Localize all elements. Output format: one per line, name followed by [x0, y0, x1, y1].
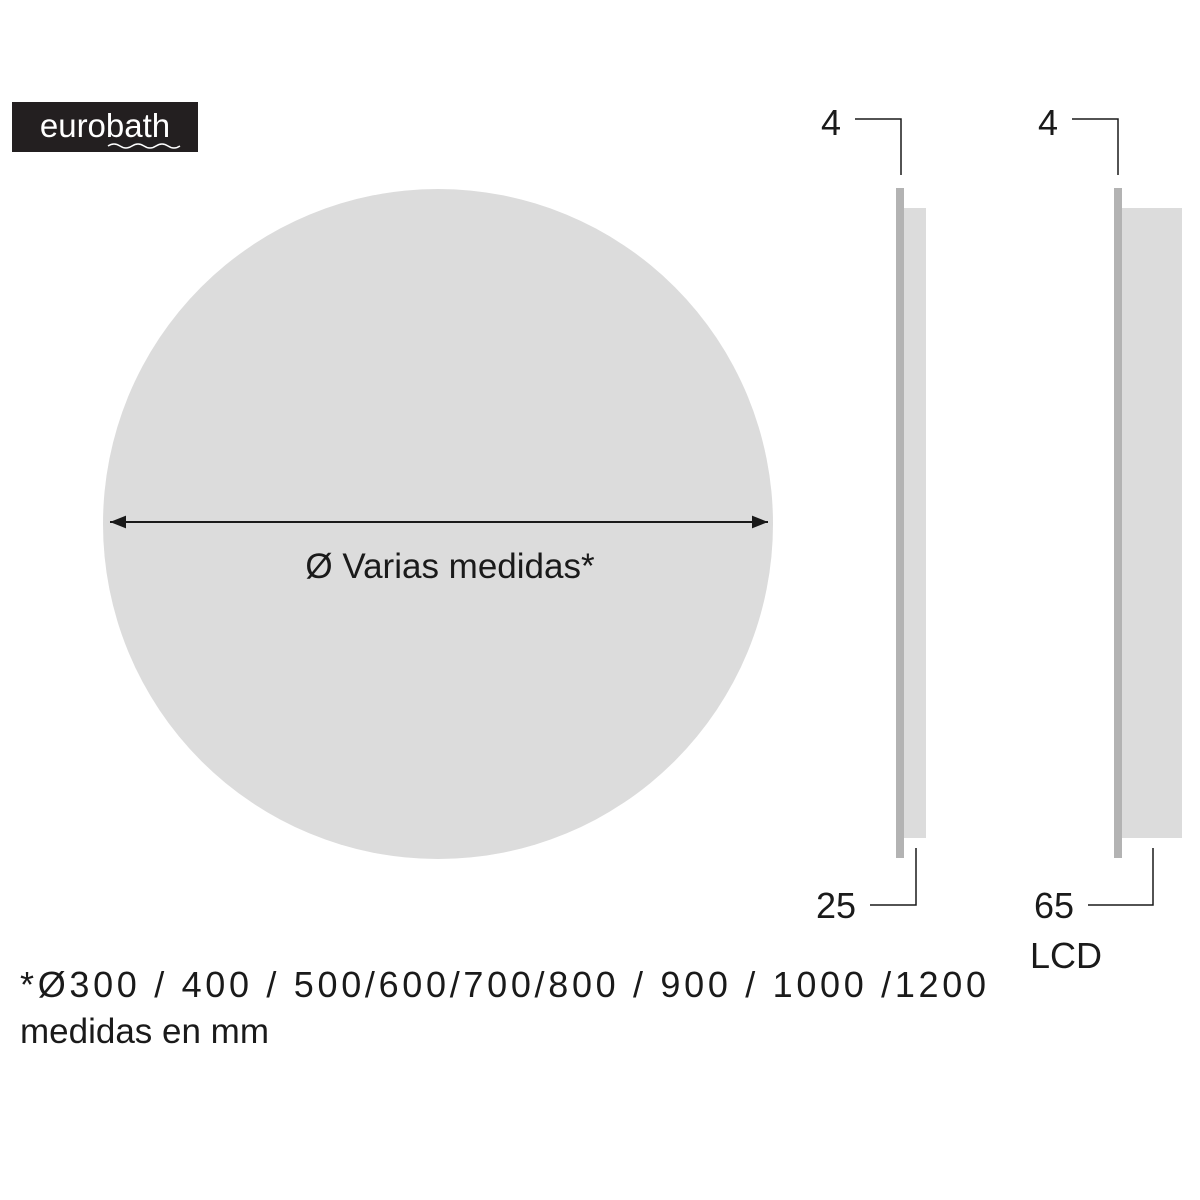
logo-text: eurobath: [40, 107, 170, 144]
glass-thickness-label-lcd: 4: [1038, 102, 1058, 143]
eurobath-logo: eurobath: [12, 102, 198, 152]
units-footnote: medidas en mm: [20, 1012, 269, 1051]
sizes-footnote: *Ø300 / 400 / 500/600/700/800 / 900 / 10…: [20, 964, 986, 1005]
side-view-lcd: 4 65 LCD: [1030, 102, 1182, 976]
lcd-label: LCD: [1030, 935, 1102, 976]
mirror-front-view: [103, 189, 773, 859]
glass-thickness-label: 4: [821, 102, 841, 143]
diameter-label: Ø Varias medidas*: [305, 547, 595, 586]
depth-label: 25: [816, 885, 856, 926]
depth-label-lcd: 65: [1034, 885, 1074, 926]
side-view-standard: 4 25: [816, 102, 926, 926]
